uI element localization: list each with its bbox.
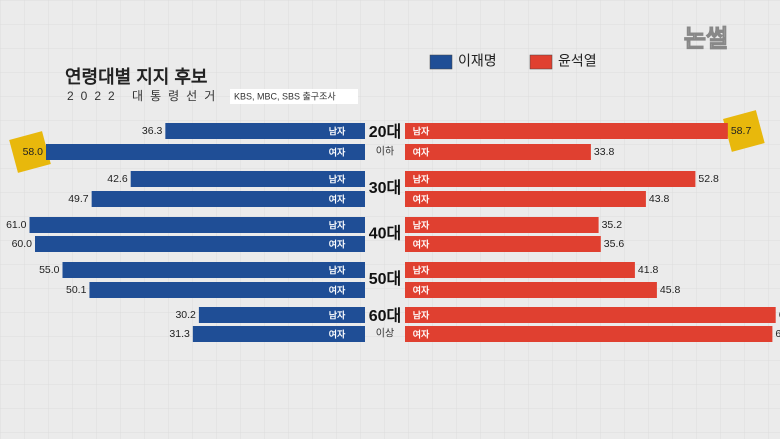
highlight [723, 110, 765, 152]
value-label: 45.8 [660, 284, 681, 296]
bar [91, 191, 366, 207]
value-label: 60.0 [12, 238, 33, 250]
bar-sex-label: 남자 [413, 309, 430, 320]
logo: 논썰 [684, 25, 728, 52]
bar [405, 262, 635, 278]
value-label: 43.8 [649, 193, 670, 205]
value-label: 66.8 [775, 328, 780, 340]
value-label: 52.8 [698, 173, 719, 185]
bar-sex-label: 여자 [413, 238, 430, 249]
value-label: 49.7 [68, 193, 89, 205]
value-label: 50.1 [66, 284, 87, 296]
value-label: 36.3 [142, 125, 163, 137]
category-label: 50대 [369, 270, 402, 288]
bar [29, 217, 365, 233]
bar [405, 144, 591, 160]
bar [130, 171, 365, 187]
bar-sex-label: 여자 [413, 284, 430, 295]
bar [89, 282, 365, 298]
category-label: 60대 [369, 307, 402, 325]
category-label: 30대 [369, 179, 402, 197]
value-label: 30.2 [175, 309, 196, 321]
category-note: 이하 [376, 145, 394, 158]
bar-sex-label: 남자 [329, 173, 346, 184]
chart-title: 연령대별 지지 후보 [65, 67, 207, 87]
value-label: 42.6 [107, 173, 128, 185]
value-label: 58.0 [23, 146, 44, 158]
bar [35, 236, 365, 252]
bar [405, 217, 599, 233]
source-box [230, 89, 358, 104]
bar-sex-label: 여자 [329, 193, 346, 204]
value-label: 35.2 [602, 219, 623, 231]
bar [62, 262, 365, 278]
bar-sex-label: 남자 [329, 219, 346, 230]
value-label: 33.8 [594, 146, 615, 158]
value-label: 55.0 [39, 264, 60, 276]
value-label: 41.8 [638, 264, 659, 276]
bar-sex-label: 남자 [413, 264, 430, 275]
category-label: 40대 [369, 225, 402, 243]
bar-sex-label: 여자 [413, 193, 430, 204]
bar-sex-label: 남자 [413, 125, 430, 136]
chart-subtitle: 2022 대통령선거 [67, 89, 222, 103]
legend-label: 윤석열 [558, 53, 597, 69]
bar-sex-label: 여자 [329, 284, 346, 295]
category-note: 이상 [376, 328, 394, 340]
bar [165, 123, 365, 139]
bar [405, 307, 776, 323]
bar-sex-label: 여자 [329, 328, 346, 339]
legend-swatch [429, 54, 453, 70]
bar [46, 144, 365, 160]
bar-sex-label: 남자 [329, 309, 346, 320]
bar [198, 307, 365, 323]
bar-sex-label: 남자 [329, 264, 346, 275]
bar-sex-label: 여자 [329, 238, 346, 249]
category-label: 20대 [369, 123, 402, 141]
bar [405, 236, 601, 252]
bar-sex-label: 여자 [413, 146, 430, 157]
value-label: 58.7 [731, 125, 752, 137]
bar [192, 326, 365, 342]
bar-sex-label: 남자 [413, 173, 430, 184]
bar-sex-label: 여자 [329, 146, 346, 157]
bar-sex-label: 남자 [329, 125, 346, 136]
value-label: 67.4 [779, 309, 780, 321]
highlight [9, 131, 51, 173]
bar-sex-label: 여자 [413, 328, 430, 339]
bar [405, 191, 646, 207]
legend-swatch [529, 54, 553, 70]
bar [405, 171, 696, 187]
bar [405, 282, 657, 298]
bar-sex-label: 남자 [413, 219, 430, 230]
bar [405, 123, 728, 139]
value-label: 61.0 [6, 219, 27, 231]
legend-label: 이재명 [458, 53, 497, 69]
value-label: 31.3 [169, 328, 190, 340]
bar [405, 326, 773, 342]
source: KBS, MBC, SBS 출구조사 [234, 91, 336, 101]
value-label: 35.6 [604, 238, 625, 250]
